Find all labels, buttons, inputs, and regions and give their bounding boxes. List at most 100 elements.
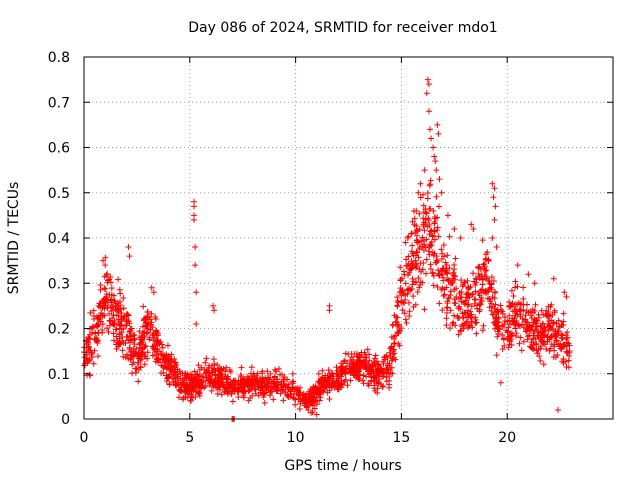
data-point-marker [386,381,393,388]
data-point-marker [455,315,462,322]
data-point-marker [142,342,149,349]
data-point-marker [413,207,420,214]
data-point-marker [518,347,525,354]
data-point-marker [480,322,487,329]
data-point-marker [148,284,155,291]
data-point-marker [395,329,402,336]
data-point-marker [436,203,443,210]
data-point-marker [489,303,496,310]
data-point-marker [87,331,94,338]
data-point-marker [443,268,450,275]
data-point-marker [482,251,489,258]
data-point-marker [224,379,231,386]
x-tick-label: 15 [392,430,410,446]
data-point-marker [249,392,256,399]
data-point-marker [413,232,420,239]
data-series [81,76,573,422]
data-point-marker [450,272,457,279]
data-point-marker [402,316,409,323]
data-point-marker [125,244,132,251]
data-point-marker [492,309,499,316]
data-point-marker [318,381,325,388]
data-point-marker [457,306,464,313]
data-point-marker [413,248,420,255]
data-point-marker [297,400,304,407]
data-point-marker [138,336,145,343]
data-point-marker [368,377,375,384]
data-point-marker [421,167,428,174]
data-point-marker [220,381,227,388]
data-point-marker [210,383,217,390]
data-point-marker [489,311,496,318]
data-point-marker [209,369,216,376]
data-point-marker [355,354,362,361]
data-point-marker [427,261,434,268]
data-point-marker [120,353,127,360]
data-point-marker [547,323,554,330]
data-point-marker [309,409,316,416]
data-point-marker [407,265,414,272]
data-point-marker [492,288,499,295]
data-point-marker [310,383,317,390]
data-point-marker [235,393,242,400]
x-axis-ticks: 0 5 10 15 20 [80,57,516,446]
data-point-marker [420,191,427,198]
data-point-marker [290,378,297,385]
data-point-marker [102,262,109,269]
data-point-marker [193,289,200,296]
data-point-marker [139,350,146,357]
data-point-marker [408,248,415,255]
data-point-marker [285,384,292,391]
y-tick-label: 0.1 [48,367,70,383]
data-point-marker [261,399,268,406]
data-point-marker [141,344,148,351]
data-point-marker [185,385,192,392]
data-point-marker [394,302,401,309]
data-point-marker [259,389,266,396]
data-point-marker [187,379,194,386]
data-point-marker [235,386,242,393]
data-point-marker [227,368,234,375]
data-point-marker [562,358,569,365]
data-point-marker [245,397,252,404]
data-point-marker [107,273,114,280]
data-point-marker [555,317,562,324]
data-point-marker [144,349,151,356]
data-point-marker [307,396,314,403]
data-point-marker [414,289,421,296]
data-point-marker [489,293,496,300]
data-point-marker [203,355,210,362]
data-point-marker [86,357,93,364]
data-point-marker [419,234,426,241]
data-point-marker [433,167,440,174]
data-point-marker [81,354,88,361]
data-point-marker [430,144,437,151]
data-point-marker [349,365,356,372]
data-point-marker [439,271,446,278]
data-point-marker [436,176,443,183]
data-point-marker [565,357,572,364]
data-point-marker [264,374,271,381]
data-point-marker [338,360,345,367]
data-point-marker [416,210,423,217]
data-point-marker [150,345,157,352]
data-point-marker [537,357,544,364]
data-point-marker [321,378,328,385]
data-point-marker [422,244,429,251]
data-point-marker [514,311,521,318]
data-point-marker [465,300,472,307]
data-point-marker [90,360,97,367]
data-point-marker [112,299,119,306]
data-point-marker [100,257,107,264]
data-point-marker [415,189,422,196]
data-point-marker [253,377,260,384]
data-point-marker [174,377,181,384]
data-point-marker [459,310,466,317]
data-point-marker [501,342,508,349]
data-point-marker [238,364,245,371]
data-point-marker [540,332,547,339]
data-point-marker [495,309,502,316]
data-point-marker [289,370,296,377]
data-point-marker [545,327,552,334]
